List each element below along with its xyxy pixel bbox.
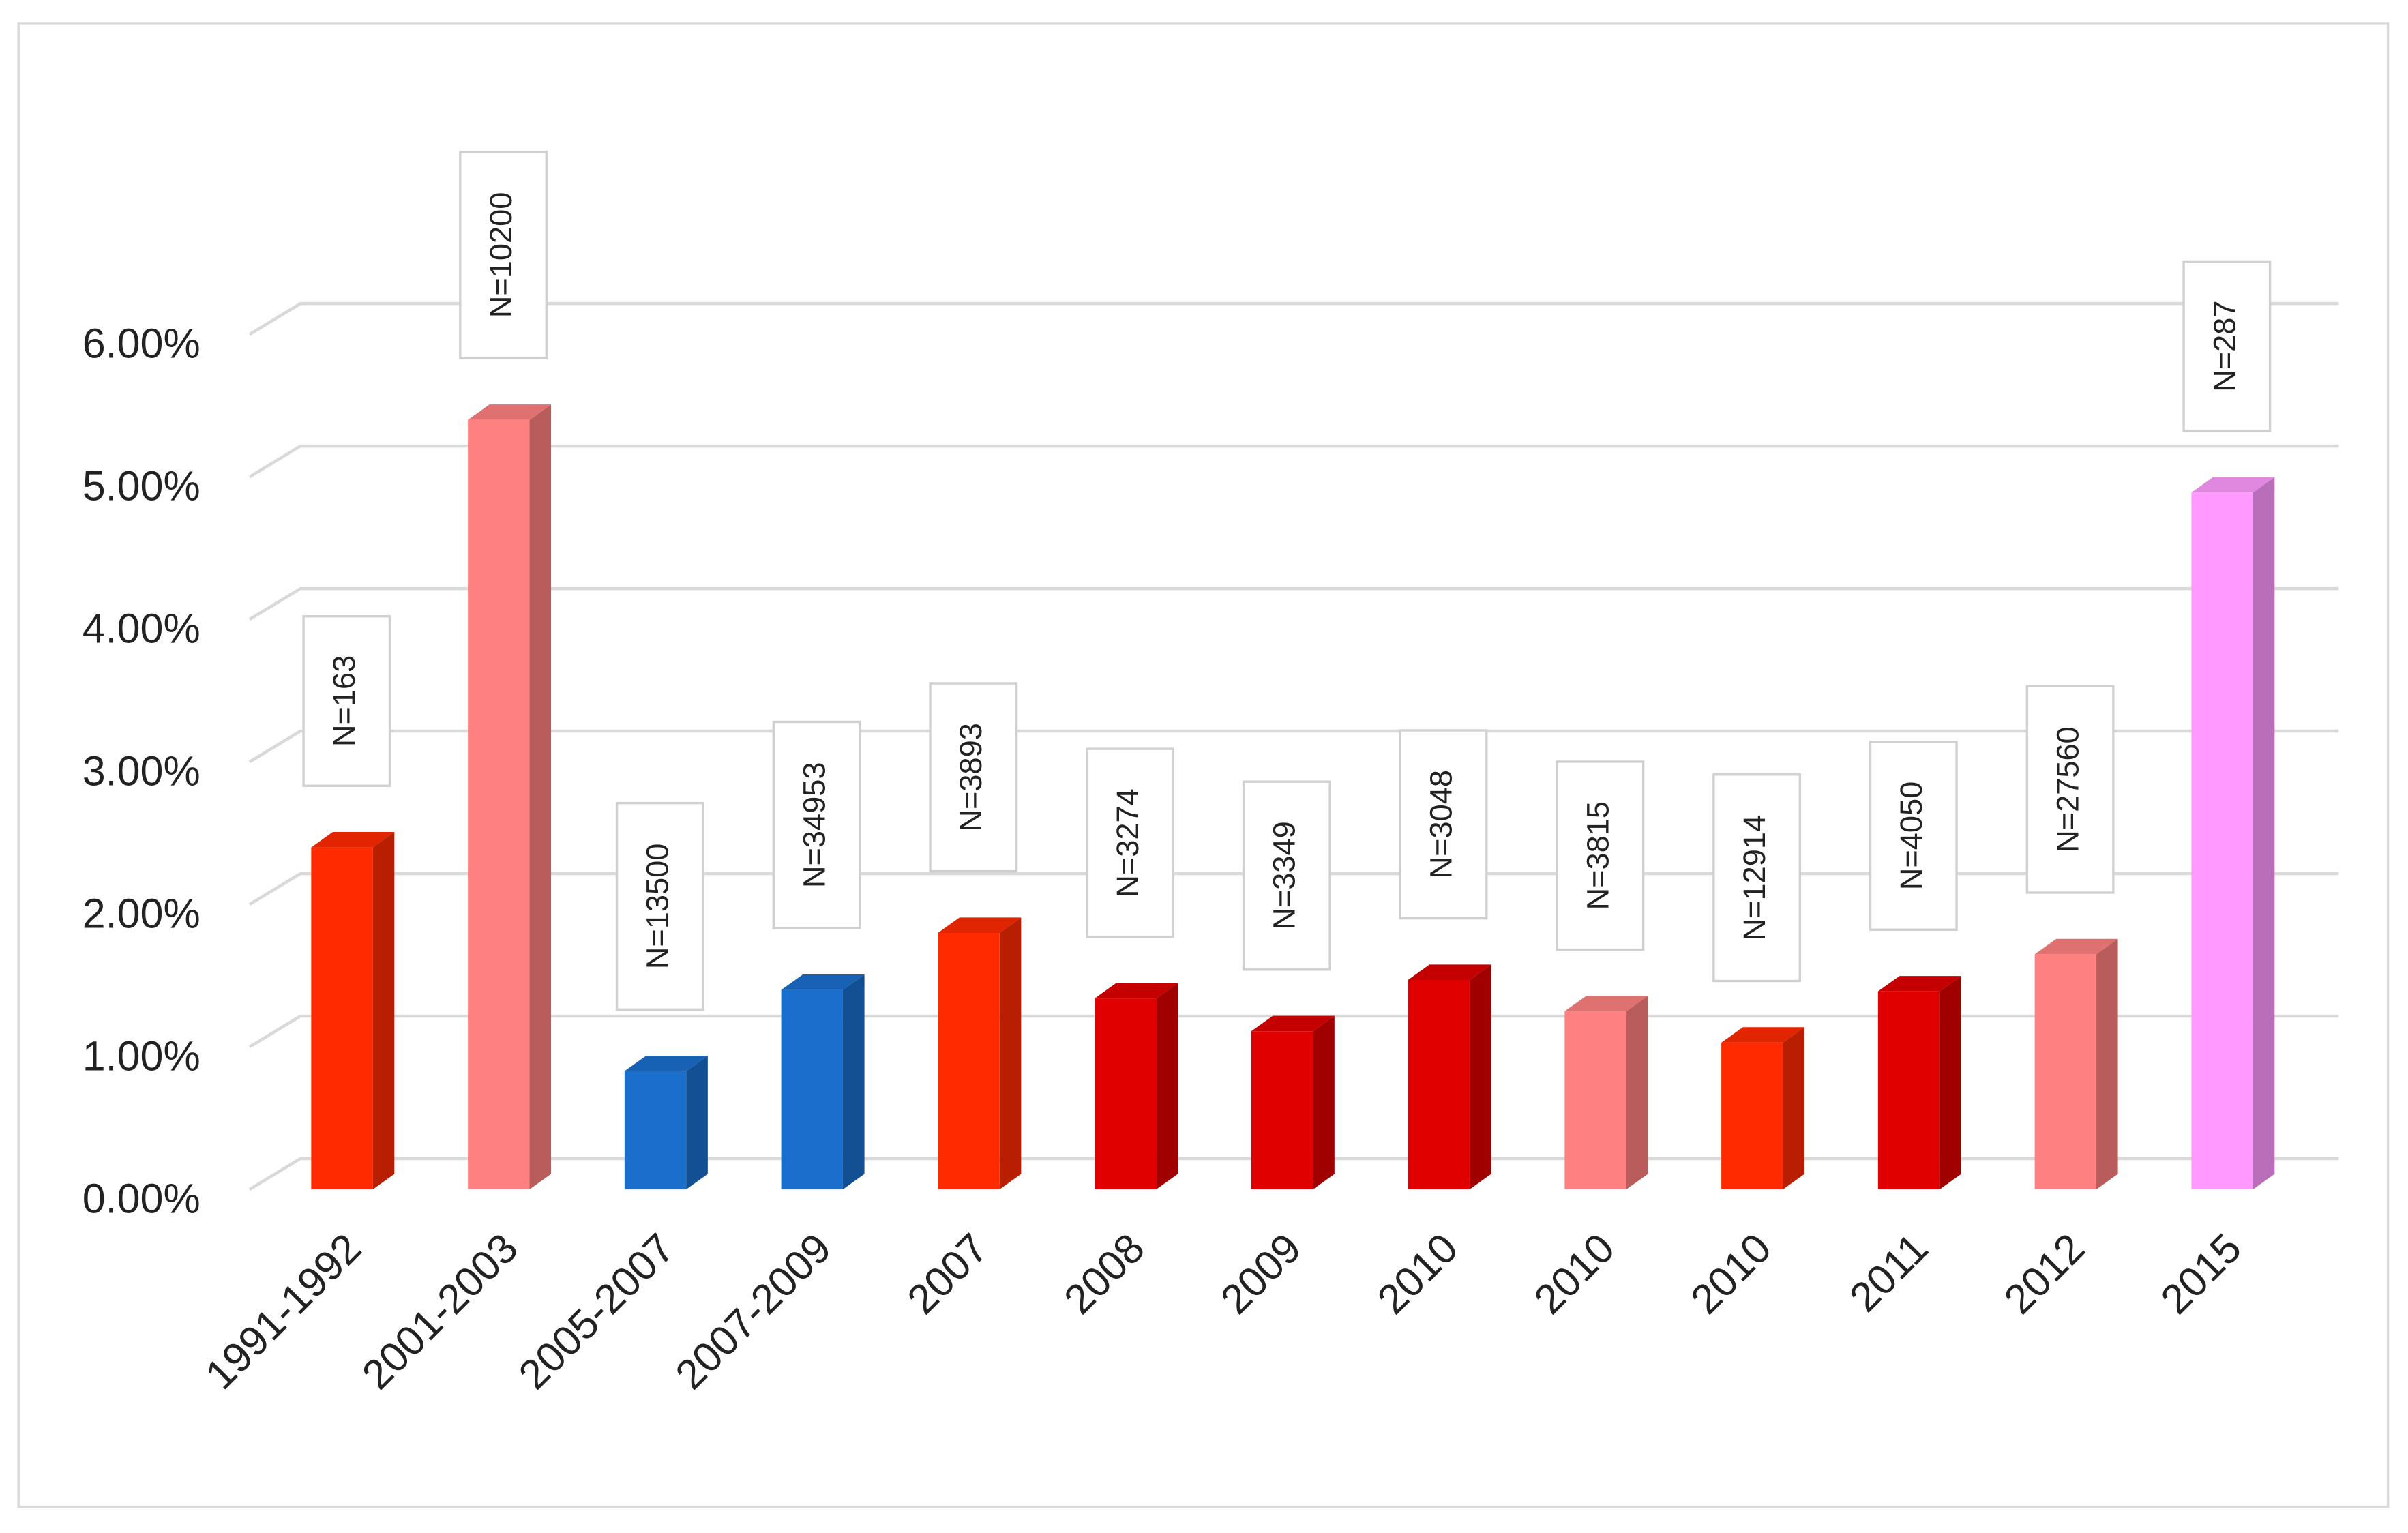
grid-line <box>248 729 2339 764</box>
bar <box>1251 1031 1313 1190</box>
bar-side <box>1313 1015 1335 1190</box>
annotation: N=10200 <box>484 192 518 318</box>
annotation-box <box>1556 760 1645 951</box>
bar-top <box>1408 964 1491 980</box>
y-tick-label: 0.00% <box>83 1175 200 1221</box>
bar-side <box>2096 938 2118 1190</box>
bar-side <box>1156 983 1178 1190</box>
annotation: N=12914 <box>1737 815 1772 941</box>
annotation: N=4050 <box>1894 782 1929 891</box>
bar-side <box>842 974 865 1190</box>
bar-side <box>999 917 1022 1190</box>
annotation-box <box>302 615 391 787</box>
annotation-box <box>1869 740 1958 931</box>
y-tick-label: 4.00% <box>83 605 200 651</box>
bar <box>1877 991 1940 1190</box>
annotation: N=13500 <box>640 844 675 970</box>
bar-side <box>1469 964 1491 1190</box>
annotation: N=287 <box>2207 300 2242 391</box>
bar <box>2034 954 2096 1190</box>
bar <box>624 1071 687 1190</box>
grid-line <box>248 1014 2339 1049</box>
bar-top <box>1251 1015 1335 1032</box>
bar <box>1095 998 1157 1190</box>
annotation: N=163 <box>327 655 361 747</box>
y-tick-label: 5.00% <box>83 462 200 509</box>
bar-side <box>529 404 552 1190</box>
bar-side <box>686 1056 708 1190</box>
bar-top <box>311 832 395 848</box>
annotation: N=34953 <box>797 762 831 889</box>
annotation: N=3349 <box>1267 821 1302 929</box>
bar <box>781 989 843 1190</box>
grid-line <box>248 1157 2339 1191</box>
bar-top <box>1721 1027 1805 1043</box>
annotation-box <box>615 801 704 1011</box>
annotation: N=3048 <box>1424 770 1459 879</box>
bar <box>2191 492 2253 1190</box>
grid-line <box>248 444 2339 479</box>
annotation: N=27560 <box>2051 726 2085 852</box>
bar-top <box>2034 938 2118 955</box>
annotation-box <box>1712 773 1802 983</box>
bar <box>1721 1042 1783 1190</box>
y-tick-label: 1.00% <box>83 1032 200 1079</box>
bar-top <box>624 1056 708 1071</box>
bar <box>938 932 1000 1190</box>
y-tick-label: 6.00% <box>83 320 200 366</box>
grid-line <box>248 586 2339 621</box>
bar <box>311 847 373 1190</box>
chart-frame <box>17 22 2390 1508</box>
bar-side <box>372 832 395 1190</box>
y-tick-label: 3.00% <box>83 747 200 794</box>
annotation-box <box>1399 729 1488 920</box>
annotation: N=3274 <box>1110 788 1145 897</box>
annotation-box <box>1242 780 1331 971</box>
annotation-box <box>772 720 861 929</box>
bar-top <box>938 917 1022 933</box>
bar-side <box>1939 976 1961 1190</box>
bar-top <box>1564 996 1648 1011</box>
bar-side <box>2253 477 2275 1190</box>
annotation-box <box>1086 747 1175 938</box>
grid-line <box>248 872 2339 906</box>
bar-top <box>468 404 552 420</box>
annotation-box <box>929 682 1018 873</box>
bar <box>1564 1011 1626 1190</box>
bar-side <box>1626 996 1648 1190</box>
bar-top <box>781 974 865 990</box>
annotation-box <box>459 150 548 360</box>
bar-top <box>2191 477 2275 493</box>
annotation-box <box>2025 685 2115 894</box>
bar-side <box>1783 1027 1805 1190</box>
bar-top <box>1877 976 1961 992</box>
bar <box>1408 979 1470 1190</box>
y-tick-label: 2.00% <box>83 890 200 936</box>
bar-top <box>1095 983 1178 999</box>
annotation-box <box>2182 260 2272 432</box>
grid-line <box>248 301 2339 336</box>
bar <box>468 419 530 1190</box>
annotation: N=3893 <box>953 723 988 832</box>
annotation: N=3815 <box>1580 801 1615 910</box>
